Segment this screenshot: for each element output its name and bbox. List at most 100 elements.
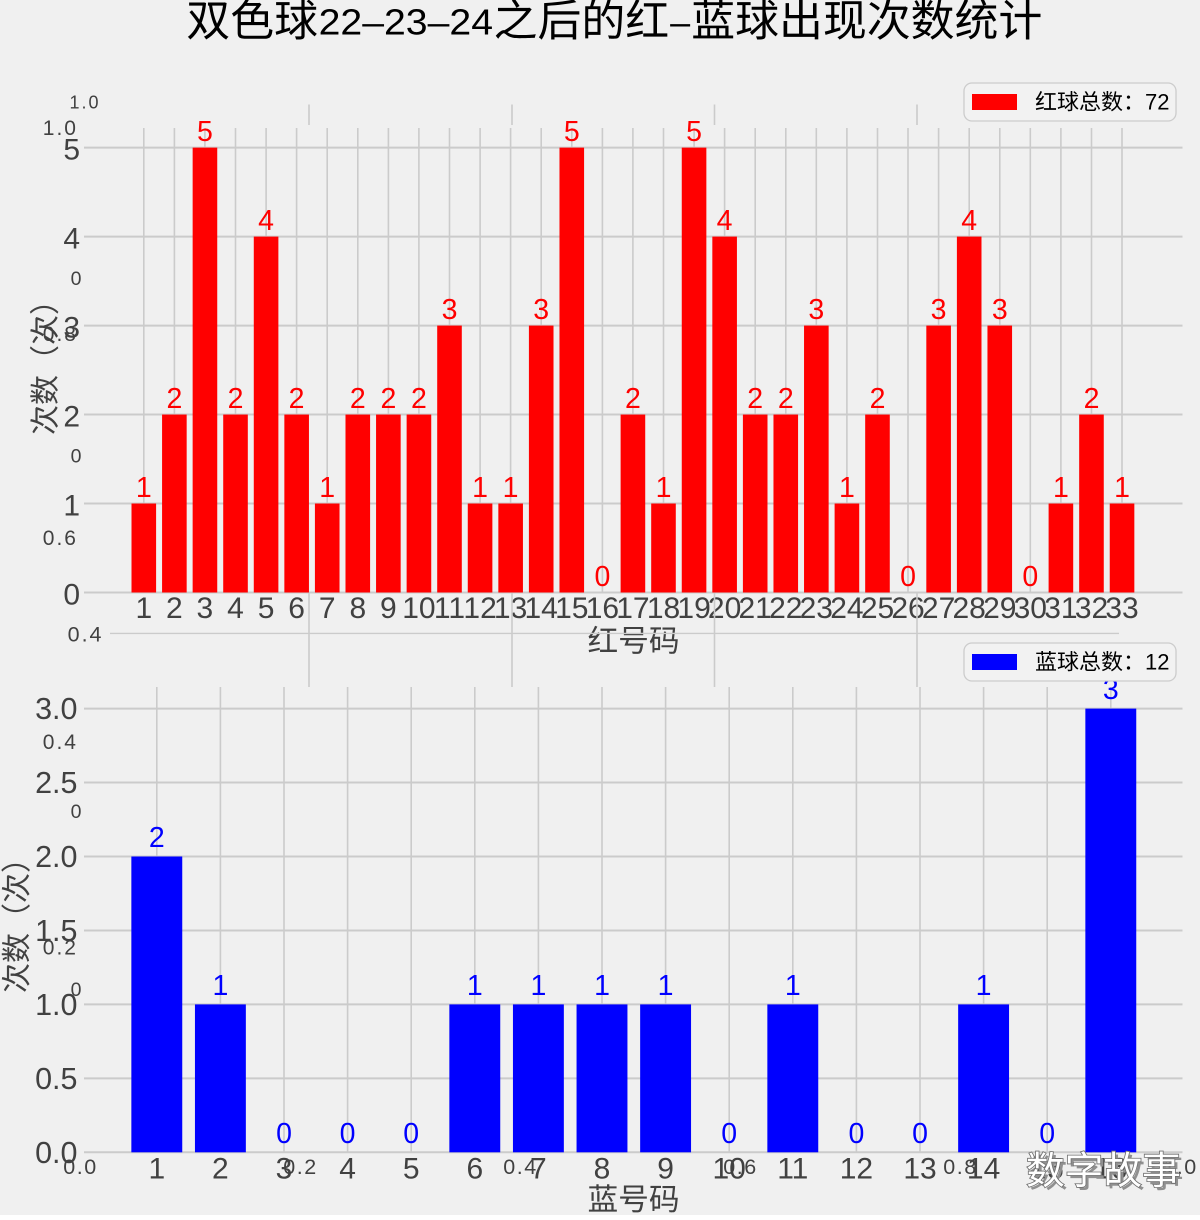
svg-text:20: 20 xyxy=(708,592,741,625)
svg-text:3: 3 xyxy=(442,294,458,326)
svg-text:1: 1 xyxy=(656,472,672,504)
svg-text:0.0: 0.0 xyxy=(63,1155,97,1179)
svg-text:0: 0 xyxy=(848,1118,864,1150)
svg-text:8: 8 xyxy=(594,1153,611,1186)
svg-text:2: 2 xyxy=(166,592,183,625)
svg-text:23: 23 xyxy=(800,592,833,625)
svg-text:–: – xyxy=(670,2,690,43)
svg-text:19: 19 xyxy=(677,592,710,625)
svg-text:3: 3 xyxy=(63,312,80,345)
svg-text:0: 0 xyxy=(71,979,82,1001)
svg-text:32: 32 xyxy=(1075,592,1108,625)
svg-text:1: 1 xyxy=(785,970,801,1002)
svg-text:2: 2 xyxy=(625,383,641,415)
svg-text:28: 28 xyxy=(953,592,986,625)
svg-text:1.0: 1.0 xyxy=(43,117,78,140)
svg-text:1: 1 xyxy=(839,472,855,504)
svg-text:17: 17 xyxy=(616,592,649,625)
svg-text:0.5: 0.5 xyxy=(35,1062,77,1096)
svg-text:0.4: 0.4 xyxy=(68,623,104,647)
svg-text:3: 3 xyxy=(808,294,824,326)
svg-text:0: 0 xyxy=(1022,561,1038,593)
svg-text:0: 0 xyxy=(340,1118,356,1150)
svg-text:1: 1 xyxy=(594,970,610,1002)
svg-text:22: 22 xyxy=(769,592,802,625)
svg-text:21: 21 xyxy=(739,592,772,625)
svg-text:16: 16 xyxy=(586,592,619,625)
svg-text:5: 5 xyxy=(403,1153,420,1186)
svg-text:2: 2 xyxy=(289,383,305,415)
svg-text:0: 0 xyxy=(63,579,80,612)
svg-text:2.0: 2.0 xyxy=(35,840,77,874)
svg-text:2: 2 xyxy=(778,383,794,415)
svg-text:9: 9 xyxy=(657,1153,674,1186)
svg-text:3.0: 3.0 xyxy=(35,692,77,726)
svg-text:0.8: 0.8 xyxy=(943,1155,977,1179)
svg-text:14: 14 xyxy=(525,592,558,625)
svg-text:6: 6 xyxy=(466,1153,483,1186)
svg-text:31: 31 xyxy=(1044,592,1077,625)
svg-text:12: 12 xyxy=(463,592,496,625)
svg-text:1: 1 xyxy=(319,472,335,504)
svg-text:4: 4 xyxy=(717,205,733,237)
svg-text:7: 7 xyxy=(530,1153,547,1186)
svg-text:1: 1 xyxy=(1053,472,1069,504)
svg-text:2: 2 xyxy=(380,383,396,415)
svg-text:1: 1 xyxy=(467,970,483,1002)
svg-text:1.0: 1.0 xyxy=(69,93,100,113)
svg-text:13: 13 xyxy=(903,1153,936,1186)
svg-text:26: 26 xyxy=(891,592,924,625)
svg-text:0: 0 xyxy=(594,561,610,593)
svg-text:8: 8 xyxy=(349,592,366,625)
svg-text:0.6: 0.6 xyxy=(43,527,78,550)
svg-text:33: 33 xyxy=(1105,592,1138,625)
svg-text:0.4: 0.4 xyxy=(43,731,78,754)
svg-text:27: 27 xyxy=(922,592,955,625)
svg-text:0.0: 0.0 xyxy=(35,1136,77,1170)
svg-text:18: 18 xyxy=(647,592,680,625)
svg-text:1: 1 xyxy=(472,472,488,504)
svg-text:2: 2 xyxy=(212,1153,229,1186)
svg-text:4: 4 xyxy=(258,205,274,237)
svg-text:72: 72 xyxy=(1145,90,1169,115)
svg-text:2: 2 xyxy=(1084,383,1100,415)
svg-text:2: 2 xyxy=(228,383,244,415)
svg-text:1: 1 xyxy=(136,472,152,504)
svg-text:10: 10 xyxy=(402,592,435,625)
svg-text:0: 0 xyxy=(912,1118,928,1150)
svg-text:0: 0 xyxy=(403,1118,419,1150)
svg-text:2: 2 xyxy=(166,383,182,415)
svg-text:7: 7 xyxy=(319,592,336,625)
svg-text:13: 13 xyxy=(494,592,527,625)
svg-text:12: 12 xyxy=(1145,650,1169,675)
svg-text:5: 5 xyxy=(258,592,275,625)
svg-text:1: 1 xyxy=(976,970,992,1002)
svg-text:24: 24 xyxy=(830,592,863,625)
svg-text:29: 29 xyxy=(983,592,1016,625)
svg-text:3: 3 xyxy=(533,294,549,326)
svg-text:0: 0 xyxy=(900,561,916,593)
svg-text:30: 30 xyxy=(1014,592,1047,625)
svg-text:1: 1 xyxy=(530,970,546,1002)
svg-text:0: 0 xyxy=(71,268,82,290)
svg-text:0: 0 xyxy=(1039,1118,1055,1150)
svg-text:0.2: 0.2 xyxy=(43,936,78,959)
svg-text:3: 3 xyxy=(276,1153,293,1186)
svg-text:2: 2 xyxy=(747,383,763,415)
svg-text:0.6: 0.6 xyxy=(723,1155,757,1179)
svg-text:0: 0 xyxy=(71,446,82,468)
svg-text:0.8: 0.8 xyxy=(43,323,78,346)
svg-text:12: 12 xyxy=(840,1153,873,1186)
svg-text:15: 15 xyxy=(555,592,588,625)
svg-text:4: 4 xyxy=(63,223,80,256)
svg-text:1.0: 1.0 xyxy=(35,988,77,1022)
svg-text:2: 2 xyxy=(411,383,427,415)
svg-text:6: 6 xyxy=(288,592,305,625)
svg-text:11: 11 xyxy=(434,592,465,625)
svg-text:1: 1 xyxy=(503,472,519,504)
svg-text:22–23–24: 22–23–24 xyxy=(319,2,493,43)
svg-text:2: 2 xyxy=(149,822,165,854)
svg-text:3: 3 xyxy=(931,294,947,326)
svg-text:25: 25 xyxy=(861,592,894,625)
svg-text:3: 3 xyxy=(1103,674,1119,706)
